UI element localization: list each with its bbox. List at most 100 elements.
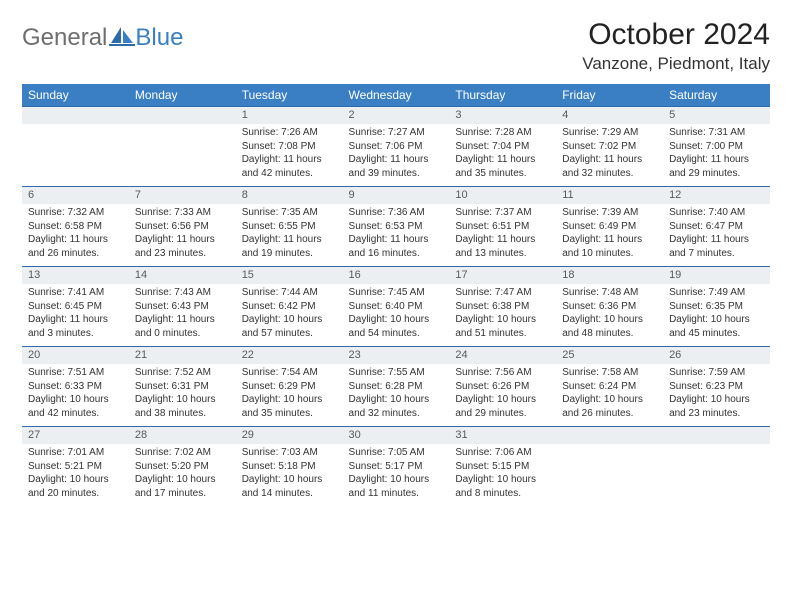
day-number: 25 xyxy=(556,347,663,364)
day-details: Sunrise: 7:55 AMSunset: 6:28 PMDaylight:… xyxy=(343,364,450,426)
sunrise-text: Sunrise: 7:41 AM xyxy=(28,286,123,300)
day-details: Sunrise: 7:48 AMSunset: 6:36 PMDaylight:… xyxy=(556,284,663,346)
calendar-week-row: 20Sunrise: 7:51 AMSunset: 6:33 PMDayligh… xyxy=(22,347,770,427)
sunset-text: Sunset: 7:04 PM xyxy=(455,140,550,154)
daylight-text: Daylight: 11 hours and 19 minutes. xyxy=(242,233,337,260)
day-number: 21 xyxy=(129,347,236,364)
calendar-cell: 14Sunrise: 7:43 AMSunset: 6:43 PMDayligh… xyxy=(129,267,236,347)
calendar-cell: 20Sunrise: 7:51 AMSunset: 6:33 PMDayligh… xyxy=(22,347,129,427)
day-details: Sunrise: 7:03 AMSunset: 5:18 PMDaylight:… xyxy=(236,444,343,506)
day-details: Sunrise: 7:54 AMSunset: 6:29 PMDaylight:… xyxy=(236,364,343,426)
day-number: 13 xyxy=(22,267,129,284)
sunset-text: Sunset: 6:35 PM xyxy=(669,300,764,314)
calendar-cell: 12Sunrise: 7:40 AMSunset: 6:47 PMDayligh… xyxy=(663,187,770,267)
daylight-text: Daylight: 10 hours and 17 minutes. xyxy=(135,473,230,500)
calendar-cell: 17Sunrise: 7:47 AMSunset: 6:38 PMDayligh… xyxy=(449,267,556,347)
daylight-text: Daylight: 10 hours and 8 minutes. xyxy=(455,473,550,500)
day-number: 31 xyxy=(449,427,556,444)
calendar-cell: 25Sunrise: 7:58 AMSunset: 6:24 PMDayligh… xyxy=(556,347,663,427)
calendar-cell: 6Sunrise: 7:32 AMSunset: 6:58 PMDaylight… xyxy=(22,187,129,267)
day-details: Sunrise: 7:41 AMSunset: 6:45 PMDaylight:… xyxy=(22,284,129,346)
day-details: Sunrise: 7:33 AMSunset: 6:56 PMDaylight:… xyxy=(129,204,236,266)
calendar-cell: 10Sunrise: 7:37 AMSunset: 6:51 PMDayligh… xyxy=(449,187,556,267)
daylight-text: Daylight: 11 hours and 16 minutes. xyxy=(349,233,444,260)
sunset-text: Sunset: 7:08 PM xyxy=(242,140,337,154)
day-number: 14 xyxy=(129,267,236,284)
daylight-text: Daylight: 11 hours and 35 minutes. xyxy=(455,153,550,180)
sunset-text: Sunset: 6:49 PM xyxy=(562,220,657,234)
brand-sail-icon xyxy=(109,25,135,52)
calendar-cell: 3Sunrise: 7:28 AMSunset: 7:04 PMDaylight… xyxy=(449,107,556,187)
daylight-text: Daylight: 10 hours and 23 minutes. xyxy=(669,393,764,420)
sunset-text: Sunset: 6:40 PM xyxy=(349,300,444,314)
day-number: 17 xyxy=(449,267,556,284)
day-details xyxy=(663,444,770,504)
calendar-cell: 30Sunrise: 7:05 AMSunset: 5:17 PMDayligh… xyxy=(343,427,450,507)
daylight-text: Daylight: 10 hours and 29 minutes. xyxy=(455,393,550,420)
sunrise-text: Sunrise: 7:29 AM xyxy=(562,126,657,140)
sunset-text: Sunset: 6:31 PM xyxy=(135,380,230,394)
sunset-text: Sunset: 6:56 PM xyxy=(135,220,230,234)
sunset-text: Sunset: 6:47 PM xyxy=(669,220,764,234)
daylight-text: Daylight: 10 hours and 51 minutes. xyxy=(455,313,550,340)
calendar-cell xyxy=(556,427,663,507)
sunset-text: Sunset: 6:45 PM xyxy=(28,300,123,314)
day-details xyxy=(129,124,236,184)
sunrise-text: Sunrise: 7:26 AM xyxy=(242,126,337,140)
day-details: Sunrise: 7:29 AMSunset: 7:02 PMDaylight:… xyxy=(556,124,663,186)
calendar-table: Sunday Monday Tuesday Wednesday Thursday… xyxy=(22,84,770,506)
sunrise-text: Sunrise: 7:06 AM xyxy=(455,446,550,460)
day-number: 26 xyxy=(663,347,770,364)
day-number: 28 xyxy=(129,427,236,444)
sunset-text: Sunset: 5:21 PM xyxy=(28,460,123,474)
day-number: 27 xyxy=(22,427,129,444)
calendar-cell: 11Sunrise: 7:39 AMSunset: 6:49 PMDayligh… xyxy=(556,187,663,267)
calendar-cell: 18Sunrise: 7:48 AMSunset: 6:36 PMDayligh… xyxy=(556,267,663,347)
calendar-week-row: 13Sunrise: 7:41 AMSunset: 6:45 PMDayligh… xyxy=(22,267,770,347)
dow-sunday: Sunday xyxy=(22,84,129,107)
dow-monday: Monday xyxy=(129,84,236,107)
calendar-week-row: 6Sunrise: 7:32 AMSunset: 6:58 PMDaylight… xyxy=(22,187,770,267)
day-details: Sunrise: 7:59 AMSunset: 6:23 PMDaylight:… xyxy=(663,364,770,426)
header: General Blue October 2024 Vanzone, Piedm… xyxy=(22,18,770,74)
month-title: October 2024 xyxy=(582,18,770,52)
daylight-text: Daylight: 11 hours and 39 minutes. xyxy=(349,153,444,180)
calendar-cell: 26Sunrise: 7:59 AMSunset: 6:23 PMDayligh… xyxy=(663,347,770,427)
daylight-text: Daylight: 10 hours and 11 minutes. xyxy=(349,473,444,500)
daylight-text: Daylight: 11 hours and 3 minutes. xyxy=(28,313,123,340)
sunset-text: Sunset: 6:23 PM xyxy=(669,380,764,394)
dow-wednesday: Wednesday xyxy=(343,84,450,107)
sunset-text: Sunset: 6:42 PM xyxy=(242,300,337,314)
daylight-text: Daylight: 11 hours and 32 minutes. xyxy=(562,153,657,180)
daylight-text: Daylight: 10 hours and 54 minutes. xyxy=(349,313,444,340)
daylight-text: Daylight: 11 hours and 7 minutes. xyxy=(669,233,764,260)
daylight-text: Daylight: 10 hours and 38 minutes. xyxy=(135,393,230,420)
day-details: Sunrise: 7:02 AMSunset: 5:20 PMDaylight:… xyxy=(129,444,236,506)
sunrise-text: Sunrise: 7:01 AM xyxy=(28,446,123,460)
day-details: Sunrise: 7:56 AMSunset: 6:26 PMDaylight:… xyxy=(449,364,556,426)
sunset-text: Sunset: 6:24 PM xyxy=(562,380,657,394)
sunset-text: Sunset: 5:17 PM xyxy=(349,460,444,474)
calendar-cell: 5Sunrise: 7:31 AMSunset: 7:00 PMDaylight… xyxy=(663,107,770,187)
day-number: 30 xyxy=(343,427,450,444)
daylight-text: Daylight: 10 hours and 32 minutes. xyxy=(349,393,444,420)
day-details: Sunrise: 7:51 AMSunset: 6:33 PMDaylight:… xyxy=(22,364,129,426)
calendar-cell: 16Sunrise: 7:45 AMSunset: 6:40 PMDayligh… xyxy=(343,267,450,347)
calendar-body: 1Sunrise: 7:26 AMSunset: 7:08 PMDaylight… xyxy=(22,107,770,507)
sunrise-text: Sunrise: 7:43 AM xyxy=(135,286,230,300)
calendar-cell: 7Sunrise: 7:33 AMSunset: 6:56 PMDaylight… xyxy=(129,187,236,267)
day-number: 18 xyxy=(556,267,663,284)
sunset-text: Sunset: 6:55 PM xyxy=(242,220,337,234)
day-number: 24 xyxy=(449,347,556,364)
day-number: 6 xyxy=(22,187,129,204)
day-details: Sunrise: 7:36 AMSunset: 6:53 PMDaylight:… xyxy=(343,204,450,266)
sunrise-text: Sunrise: 7:45 AM xyxy=(349,286,444,300)
sunrise-text: Sunrise: 7:54 AM xyxy=(242,366,337,380)
sunrise-text: Sunrise: 7:49 AM xyxy=(669,286,764,300)
day-number: 11 xyxy=(556,187,663,204)
sunset-text: Sunset: 6:58 PM xyxy=(28,220,123,234)
sunset-text: Sunset: 6:36 PM xyxy=(562,300,657,314)
sunrise-text: Sunrise: 7:52 AM xyxy=(135,366,230,380)
day-details: Sunrise: 7:31 AMSunset: 7:00 PMDaylight:… xyxy=(663,124,770,186)
day-number xyxy=(129,107,236,124)
